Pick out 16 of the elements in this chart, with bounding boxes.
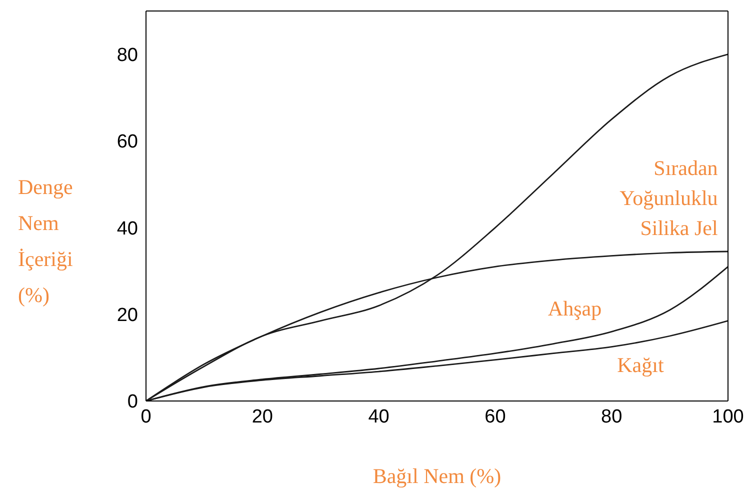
x-tick-label: 60	[484, 406, 506, 428]
x-axis-title: Bağıl Nem (%)	[372, 464, 502, 488]
x-tick-label: 20	[252, 406, 273, 428]
series-label: Sıradan Yoğunluklu Silika Jel	[620, 156, 718, 240]
y-tick-label: 20	[116, 305, 138, 326]
x-tick-label: 80	[601, 406, 622, 428]
y-tick-label: 40	[116, 218, 138, 240]
y-tick-label: 0	[127, 392, 138, 413]
series-label: Ahşap	[548, 296, 602, 321]
x-tick-label: 40	[368, 406, 390, 428]
series-label: Kağıt	[617, 353, 664, 377]
y-tick-label: 80	[116, 45, 138, 66]
x-tick-label: 0	[140, 406, 152, 428]
y-tick-label: 60	[116, 132, 138, 153]
y-axis-title: Denge Nem İçeriği (%)	[18, 175, 73, 307]
x-tick-label: 100	[712, 406, 744, 428]
